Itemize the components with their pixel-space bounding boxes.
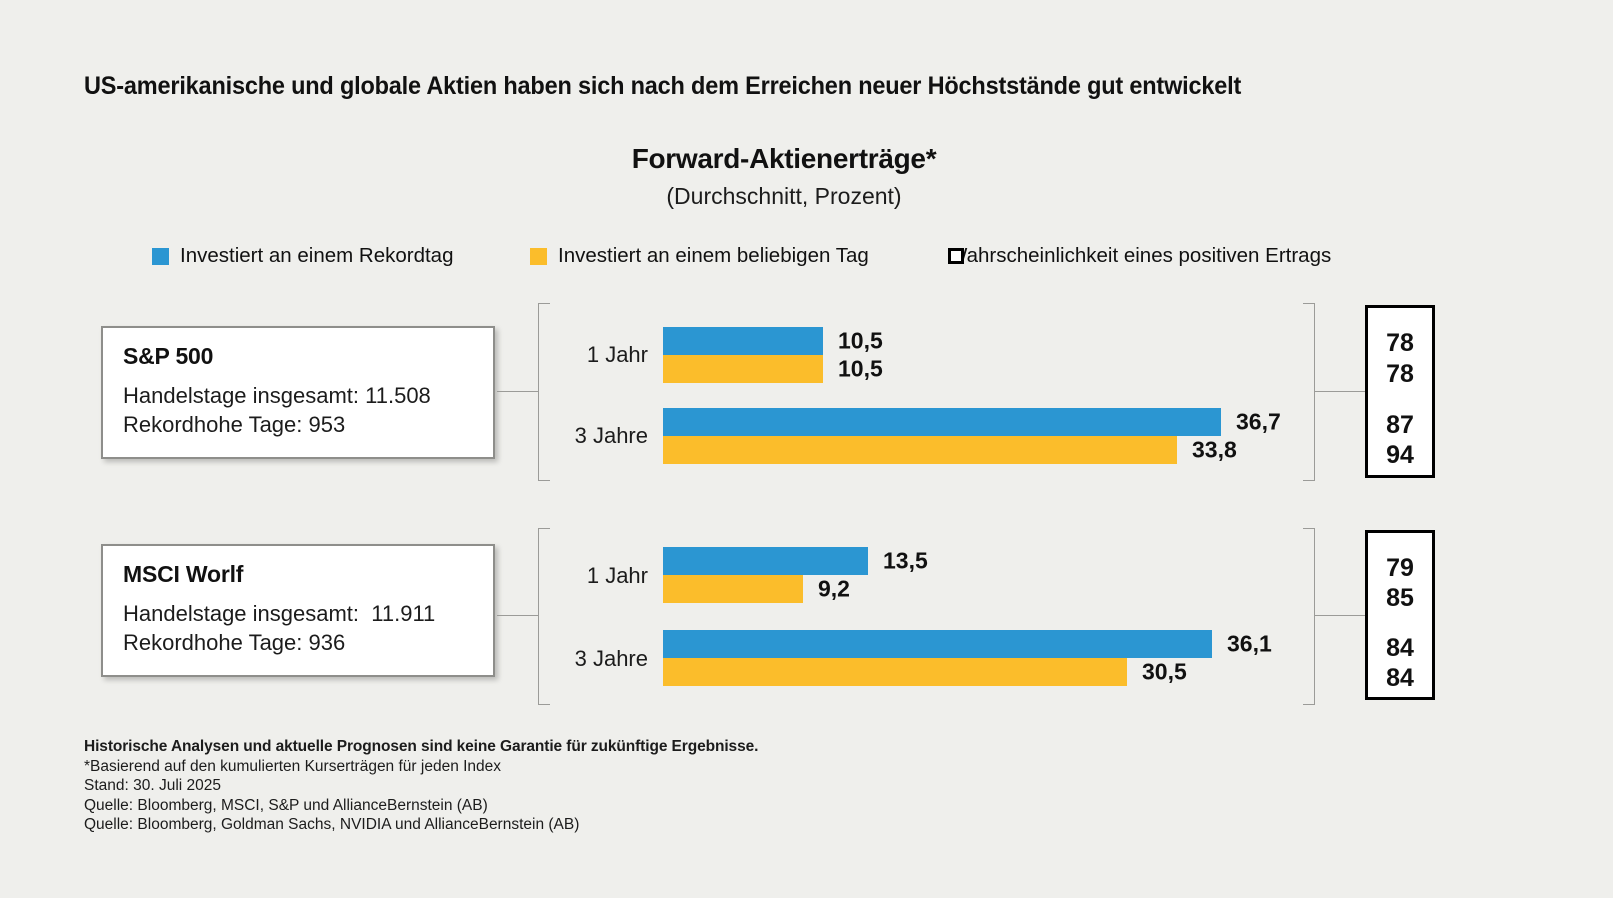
connector-line bbox=[1315, 391, 1365, 392]
bar-value-label: 10,5 bbox=[838, 355, 883, 382]
connector-line bbox=[497, 615, 538, 616]
bar-value-label: 13,5 bbox=[883, 547, 928, 574]
index-name: MSCI Worlf bbox=[123, 561, 244, 587]
index-info-box-sp500: S&P 500 Handelstage insgesamt: 11.508 Re… bbox=[101, 326, 495, 459]
msci-1jahr-record-bar: 13,5 bbox=[663, 547, 928, 575]
left-bracket bbox=[538, 528, 550, 705]
sp500-probability-box: 78 78 87 94 bbox=[1365, 305, 1435, 478]
index-info-line: Rekordhohe Tage: 953 bbox=[123, 412, 346, 437]
probability-value: 84 bbox=[1386, 664, 1414, 692]
footnotes: Historische Analysen und aktuelle Progno… bbox=[84, 737, 758, 835]
footnote-line: *Basierend auf den kumulierten Kurserträ… bbox=[84, 757, 502, 775]
footnote-line: Quelle: Bloomberg, Goldman Sachs, NVIDIA… bbox=[84, 816, 580, 833]
any-day-swatch-icon bbox=[530, 247, 547, 265]
bar-value-label: 33,8 bbox=[1192, 436, 1237, 463]
probability-value: 79 bbox=[1386, 554, 1414, 582]
bar-value-label: 30,5 bbox=[1142, 658, 1187, 685]
right-bracket bbox=[1303, 528, 1315, 705]
msci-3jahre-record-bar: 36,1 bbox=[663, 630, 1272, 658]
sp500-1jahr-record-bar: 10,5 bbox=[663, 327, 883, 355]
footnote-line: Stand: 30. Juli 2025 bbox=[84, 777, 222, 794]
row-label-3jahre: 3 Jahre bbox=[574, 646, 648, 671]
footnote-line: Quelle: Bloomberg, MSCI, S&P und Allianc… bbox=[84, 796, 488, 814]
chart-header: Forward-Aktienerträge* (Durchschnitt, Pr… bbox=[0, 143, 1568, 210]
probability-value: 78 bbox=[1386, 329, 1414, 357]
connector-line bbox=[497, 391, 538, 392]
chart-subtitle: (Durchschnitt, Prozent) bbox=[666, 183, 902, 209]
disclaimer-line: Historische Analysen und aktuelle Progno… bbox=[84, 738, 759, 755]
sp500-3jahre-any-bar: 33,8 bbox=[663, 436, 1237, 464]
row-label-3jahre: 3 Jahre bbox=[574, 423, 648, 448]
msci-1jahr-any-bar: 9,2 bbox=[663, 575, 850, 603]
row-label-1jahr: 1 Jahr bbox=[586, 342, 648, 367]
bar-value-label: 36,1 bbox=[1227, 630, 1272, 657]
right-bracket bbox=[1303, 303, 1315, 481]
index-info-line: Rekordhohe Tage: 936 bbox=[123, 630, 346, 655]
probability-value: 87 bbox=[1386, 411, 1414, 439]
sp500-1jahr-any-bar: 10,5 bbox=[663, 355, 883, 383]
index-name: S&P 500 bbox=[123, 343, 214, 369]
index-info-line: Handelstage insgesamt: 11.508 bbox=[123, 383, 431, 408]
legend-label: Investiert an einem Rekordtag bbox=[180, 244, 454, 267]
bar-value-label: 10,5 bbox=[838, 327, 883, 354]
msci-3jahre-any-bar: 30,5 bbox=[663, 658, 1187, 686]
chart-title: Forward-Aktienerträge* bbox=[631, 143, 937, 174]
msci-probability-box: 79 85 84 84 bbox=[1365, 530, 1435, 700]
sp500-3jahre-record-bar: 36,7 bbox=[663, 408, 1281, 436]
index-info-box-msci: MSCI Worlf Handelstage insgesamt: 11.911… bbox=[101, 544, 495, 677]
legend-label: Investiert an einem beliebigen Tag bbox=[558, 244, 869, 267]
left-bracket bbox=[538, 303, 550, 481]
probability-outline-swatch-icon bbox=[948, 248, 964, 264]
row-label-1jahr: 1 Jahr bbox=[586, 563, 648, 588]
probability-value: 94 bbox=[1386, 441, 1414, 469]
legend-label: Wahrscheinlichkeit eines positiven Ertra… bbox=[948, 244, 1332, 267]
probability-value: 78 bbox=[1386, 360, 1414, 388]
bar-value-label: 9,2 bbox=[818, 575, 850, 602]
legend-item-any-day: Investiert an einem beliebigen Tag bbox=[530, 244, 869, 268]
record-day-swatch-icon bbox=[152, 247, 169, 265]
connector-line bbox=[1315, 615, 1365, 616]
probability-value: 85 bbox=[1386, 584, 1414, 612]
probability-value: 84 bbox=[1386, 634, 1414, 662]
legend-item-record-day: Investiert an einem Rekordtag bbox=[152, 244, 453, 268]
bar-value-label: 36,7 bbox=[1236, 408, 1281, 435]
page-title: US-amerikanische und globale Aktien habe… bbox=[84, 72, 1242, 100]
index-info-line: Handelstage insgesamt: 11.911 bbox=[123, 601, 436, 626]
legend-item-probability: Wahrscheinlichkeit eines positiven Ertra… bbox=[948, 244, 1331, 268]
